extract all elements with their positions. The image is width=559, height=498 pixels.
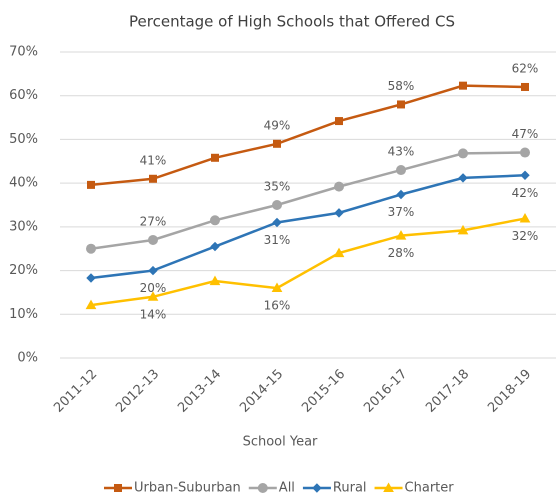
data-label: 37% [388,205,415,219]
legend-marker [114,484,122,492]
data-point [458,173,468,183]
data-label: 47% [512,127,539,141]
data-point [396,165,406,176]
data-point [211,153,219,162]
data-point [333,247,345,258]
y-tick-label: 70% [9,45,38,60]
data-point [86,243,96,254]
data-point [272,217,282,228]
y-tick-label: 10% [9,307,38,322]
data-point [149,174,157,183]
data-point [459,81,467,90]
x-tick-label: 2013-14 [175,367,224,416]
data-point [521,82,529,91]
data-label: 32% [512,229,539,243]
x-axis-label: School Year [243,435,318,450]
data-point [210,241,220,252]
data-point [396,189,406,200]
legend-label: All [279,481,295,496]
x-tick-label: 2016-17 [361,367,410,416]
series-line [90,217,526,307]
data-label: 28% [388,246,415,260]
data-label: 62% [512,61,539,75]
legend-marker [312,483,322,493]
data-point [520,170,530,180]
data-label: 41% [140,153,167,167]
x-tick-label: 2017-18 [423,367,472,416]
x-tick-label: 2018-19 [485,367,534,416]
data-point [209,275,221,286]
y-tick-label: 60% [9,88,38,103]
data-label: 16% [264,299,291,313]
data-point [335,117,343,126]
x-tick-label: 2011-12 [51,367,100,416]
data-label: 20% [140,281,167,295]
data-point [458,148,468,159]
data-point [147,291,159,301]
y-tick-label: 50% [9,132,38,147]
data-point [334,208,344,218]
data-point [210,215,220,226]
data-point [519,213,531,223]
data-point [86,273,96,283]
chart-title: Percentage of High Schools that Offered … [129,13,455,31]
x-tick-label: 2015-16 [299,367,348,416]
data-point [520,147,530,158]
data-label: 27% [140,214,167,228]
y-tick-label: 30% [9,219,38,234]
legend-label: Urban-Suburban [134,481,241,496]
data-label: 35% [264,180,291,194]
data-point [148,265,158,276]
y-tick-label: 40% [9,176,38,191]
data-point [457,224,469,235]
y-tick-label: 0% [17,351,38,366]
x-tick-label: 2014-15 [237,367,286,416]
data-point [271,282,283,293]
legend-label: Charter [405,481,455,496]
data-point [397,100,405,109]
series-line [90,84,526,187]
legend-marker [383,482,394,492]
y-tick-label: 20% [9,263,38,278]
data-label: 14% [140,307,167,321]
data-label: 49% [264,118,291,132]
data-point [334,181,344,192]
series-line [90,151,526,250]
x-tick-label: 2012-13 [113,367,162,416]
data-label: 42% [512,186,539,200]
legend-marker [257,483,268,493]
data-label: 58% [388,79,415,93]
data-point [148,234,158,245]
data-point [273,139,281,148]
data-point [395,230,407,240]
data-label: 31% [264,233,291,247]
series-line [90,174,526,280]
data-label: 43% [388,145,415,159]
data-point [272,200,282,210]
legend-label: Rural [333,481,367,496]
data-point [87,180,95,189]
data-point [85,299,97,310]
